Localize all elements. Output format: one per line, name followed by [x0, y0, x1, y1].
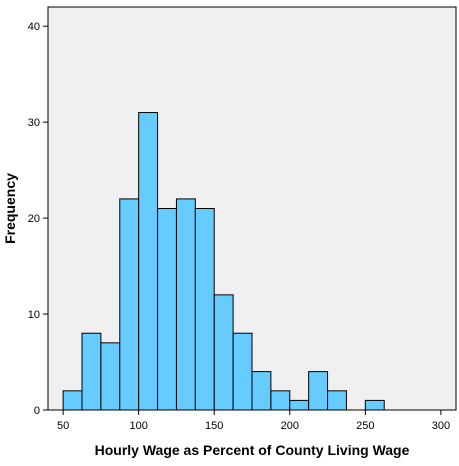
histogram-bar — [62, 390, 83, 411]
y-tick-label: 40 — [28, 21, 40, 33]
bars-group — [62, 112, 385, 411]
histogram-bar — [81, 332, 102, 411]
y-tick-label: 10 — [28, 309, 40, 321]
histogram-bar — [232, 332, 253, 411]
histogram-bar — [364, 399, 385, 411]
x-tick-label: 100 — [129, 420, 147, 432]
histogram-bar — [194, 208, 215, 411]
x-tick-label: 150 — [205, 420, 223, 432]
histogram-bar — [138, 112, 159, 411]
histogram-bar — [327, 390, 347, 411]
y-tick-label: 0 — [34, 405, 40, 417]
x-axis-title: Hourly Wage as Percent of County Living … — [95, 442, 410, 458]
x-tick-label: 300 — [432, 420, 450, 432]
histogram-bar — [251, 371, 272, 411]
histogram-bar — [270, 390, 291, 411]
histogram-bar — [157, 208, 177, 411]
histogram-bar — [100, 342, 121, 411]
ticks-group: 50 100 150 200 250 300 0 10 20 30 40 — [28, 21, 450, 432]
x-tick-label: 250 — [356, 420, 374, 432]
y-axis-title: Frequency — [2, 173, 18, 244]
histogram-bar — [308, 371, 329, 411]
histogram-bar — [175, 198, 196, 411]
histogram-bar — [119, 198, 140, 411]
y-tick-label: 20 — [28, 213, 40, 225]
y-tick-label: 30 — [28, 117, 40, 129]
x-tick-label: 50 — [57, 420, 69, 432]
x-tick-label: 200 — [281, 420, 299, 432]
histogram-bar — [213, 294, 234, 411]
histogram-bar — [289, 399, 310, 411]
